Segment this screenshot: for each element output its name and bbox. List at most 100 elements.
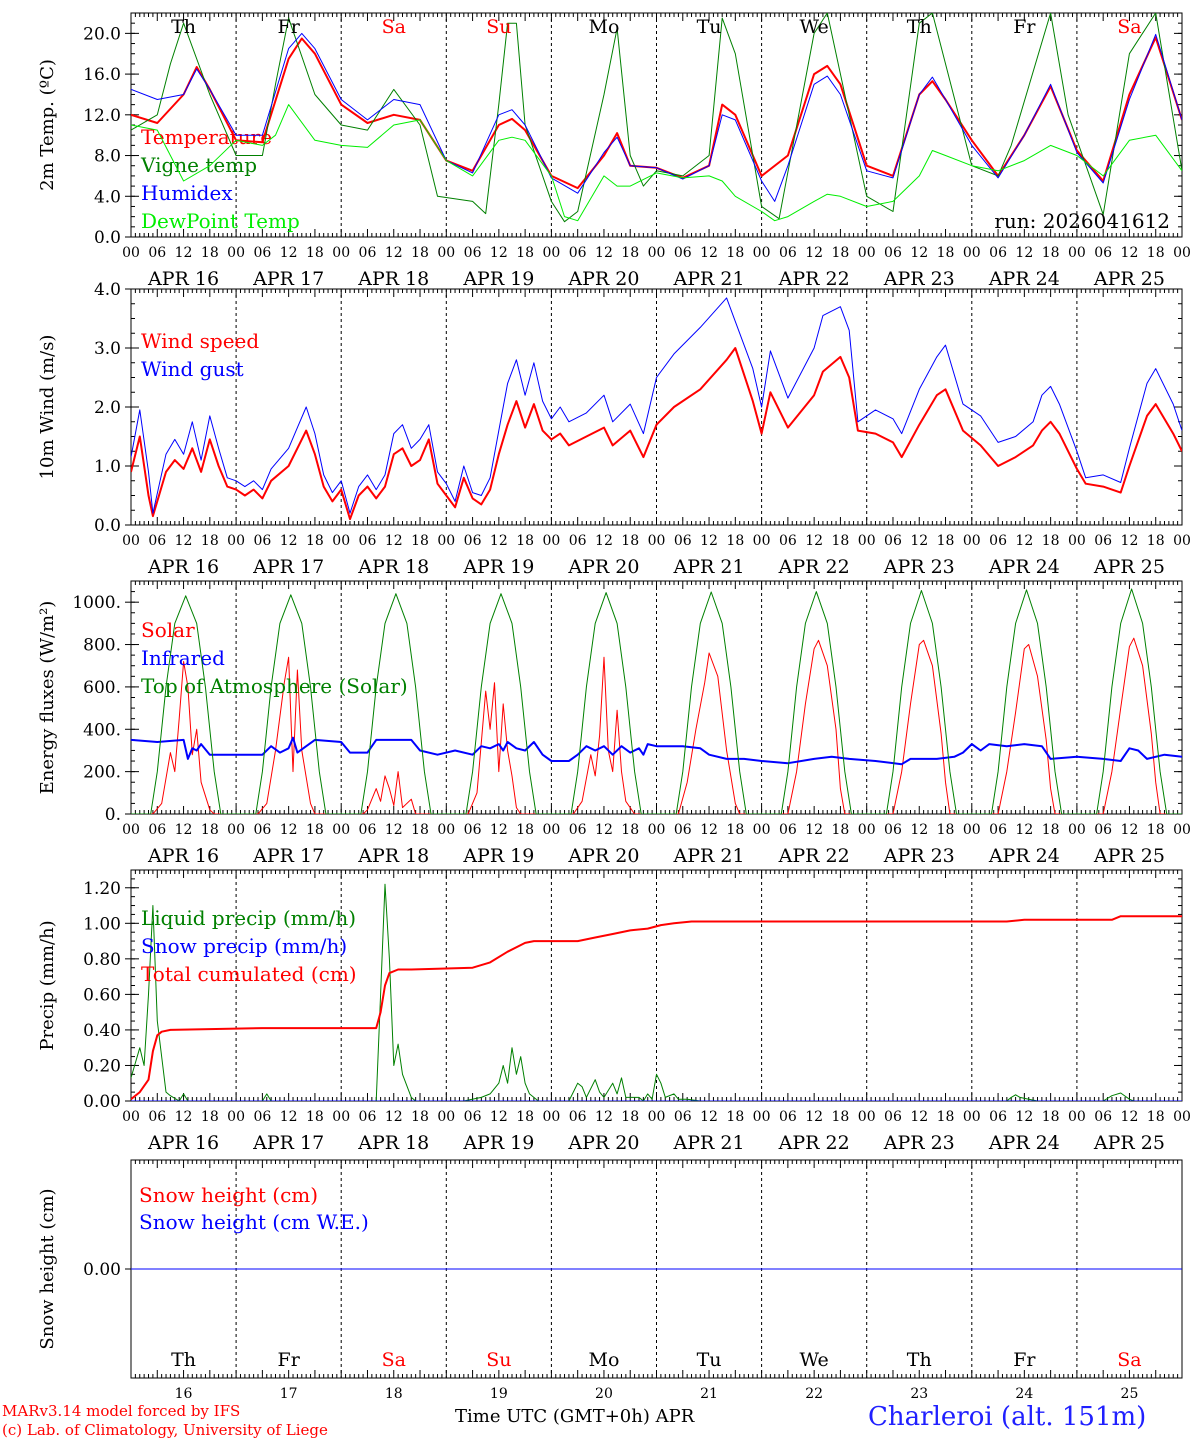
temp-date-label: APR 18: [357, 268, 429, 290]
precip-date-label: APR 20: [567, 1132, 639, 1154]
precip-hour-label: 00: [648, 1109, 666, 1125]
wind-hour-label: 06: [253, 533, 271, 549]
precip-hour-label: 18: [937, 1109, 955, 1125]
energy-hour-label: 06: [464, 822, 482, 838]
precip-hour-label: 12: [595, 1109, 613, 1125]
energy-date-label: APR 21: [673, 845, 745, 867]
temp-hour-label: 06: [989, 245, 1007, 261]
temp-hour-label: 18: [201, 245, 219, 261]
temp-series-vigne-temp: [131, 13, 1182, 223]
wind-hour-label: 18: [411, 533, 429, 549]
wind-y-tick-label: 1.0: [94, 457, 121, 477]
wind-hour-label: 06: [569, 533, 587, 549]
weekday-label-bottom: Fr: [278, 1349, 301, 1371]
energy-hour-label: 00: [1068, 822, 1086, 838]
temp-series-dewpoint-temp: [131, 104, 1182, 222]
energy-hour-label: 18: [201, 822, 219, 838]
temp-hour-label: 12: [280, 245, 298, 261]
precip-series-liquid-precip-mm-h: [131, 883, 1182, 1101]
precip-hour-label: 00: [1173, 1109, 1191, 1125]
legend-energy-series-infrared: Infrared: [141, 646, 225, 670]
weekday-label-bottom: Mo: [588, 1349, 619, 1371]
temp-date-label: APR 22: [778, 268, 850, 290]
energy-hour-label: 00: [227, 822, 245, 838]
wind-series-wind-gust: [131, 297, 1182, 514]
temp-date-label: APR 24: [988, 268, 1060, 290]
energy-series-infrared: [131, 736, 1182, 766]
energy-hour-label: 18: [306, 822, 324, 838]
lab-credit: (c) Lab. of Climatology, University of L…: [2, 1421, 328, 1439]
wind-hour-label: 18: [306, 533, 324, 549]
energy-hour-label: 18: [1042, 822, 1060, 838]
wind-hour-label: 12: [385, 533, 403, 549]
wind-hour-label: 18: [832, 533, 850, 549]
energy-hour-label: 00: [858, 822, 876, 838]
temp-y-tick-label: 4.0: [94, 187, 121, 207]
wind-hour-label: 00: [648, 533, 666, 549]
precip-hour-label: 18: [201, 1109, 219, 1125]
energy-hour-label: 06: [884, 822, 902, 838]
temp-hour-label: 00: [1068, 245, 1086, 261]
legend-precip-series-total-cumulated-cm: Total cumulated (cm): [141, 962, 357, 986]
temp-date-label: APR 20: [567, 268, 639, 290]
weekday-label: We: [800, 16, 829, 38]
snow-y-tick-label: 0.00: [83, 1260, 121, 1280]
temp-date-label: APR 21: [673, 268, 745, 290]
weekday-label-bottom: Sa: [1117, 1349, 1141, 1371]
precip-hour-label: 18: [516, 1109, 534, 1125]
wind-y-tick-label: 0.0: [94, 516, 121, 536]
temp-y-tick-label: 16.0: [83, 65, 121, 85]
precip-date-label: APR 16: [147, 1132, 219, 1154]
energy-hour-label: 18: [516, 822, 534, 838]
energy-hour-label: 12: [910, 822, 928, 838]
energy-date-label: APR 19: [462, 845, 534, 867]
weekday-label-bottom: Th: [907, 1349, 932, 1371]
energy-y-tick-label: 800.: [83, 636, 121, 656]
wind-hour-label: 06: [989, 533, 1007, 549]
precip-y-tick-label: 0.00: [83, 1092, 121, 1112]
day-number-label: 20: [595, 1386, 613, 1402]
temp-hour-label: 18: [411, 245, 429, 261]
energy-hour-label: 18: [1147, 822, 1165, 838]
energy-y-tick-label: 200.: [83, 763, 121, 783]
temp-date-label: APR 17: [252, 268, 324, 290]
wind-hour-label: 12: [1015, 533, 1033, 549]
wind-hour-label: 12: [175, 533, 193, 549]
wind-hour-label: 00: [437, 533, 455, 549]
temp-hour-label: 12: [385, 245, 403, 261]
temp-hour-label: 00: [122, 245, 140, 261]
day-number-label: 17: [280, 1386, 298, 1402]
precip-date-label: APR 18: [357, 1132, 429, 1154]
wind-hour-label: 00: [332, 533, 350, 549]
temp-hour-label: 06: [779, 245, 797, 261]
precip-hour-label: 00: [122, 1109, 140, 1125]
precip-date-label: APR 24: [988, 1132, 1060, 1154]
weekday-label-bottom: We: [800, 1349, 829, 1371]
energy-series-top-of-atmosphere-solar: [131, 588, 1182, 814]
wind-date-label: APR 18: [357, 556, 429, 578]
energy-y-tick-label: 600.: [83, 678, 121, 698]
precip-hour-label: 18: [1042, 1109, 1060, 1125]
energy-hour-label: 00: [122, 822, 140, 838]
temp-hour-label: 06: [148, 245, 166, 261]
temp-hour-label: 00: [437, 245, 455, 261]
energy-hour-label: 06: [569, 822, 587, 838]
precip-date-label: APR 23: [883, 1132, 955, 1154]
wind-date-label: APR 25: [1093, 556, 1165, 578]
day-number-label: 25: [1121, 1386, 1139, 1402]
weekday-label-bottom: Tu: [697, 1349, 722, 1371]
energy-hour-label: 06: [989, 822, 1007, 838]
wind-date-label: APR 24: [988, 556, 1060, 578]
precip-hour-label: 06: [1094, 1109, 1112, 1125]
precip-date-label: APR 22: [778, 1132, 850, 1154]
temp-date-label: APR 19: [462, 268, 534, 290]
precip-hour-label: 00: [542, 1109, 560, 1125]
precip-hour-label: 06: [569, 1109, 587, 1125]
energy-hour-label: 00: [963, 822, 981, 838]
weekday-label: Th: [171, 16, 196, 38]
precip-date-label: APR 19: [462, 1132, 534, 1154]
day-number-label: 21: [700, 1386, 718, 1402]
precip-hour-label: 18: [832, 1109, 850, 1125]
wind-date-label: APR 23: [883, 556, 955, 578]
precip-hour-label: 18: [726, 1109, 744, 1125]
